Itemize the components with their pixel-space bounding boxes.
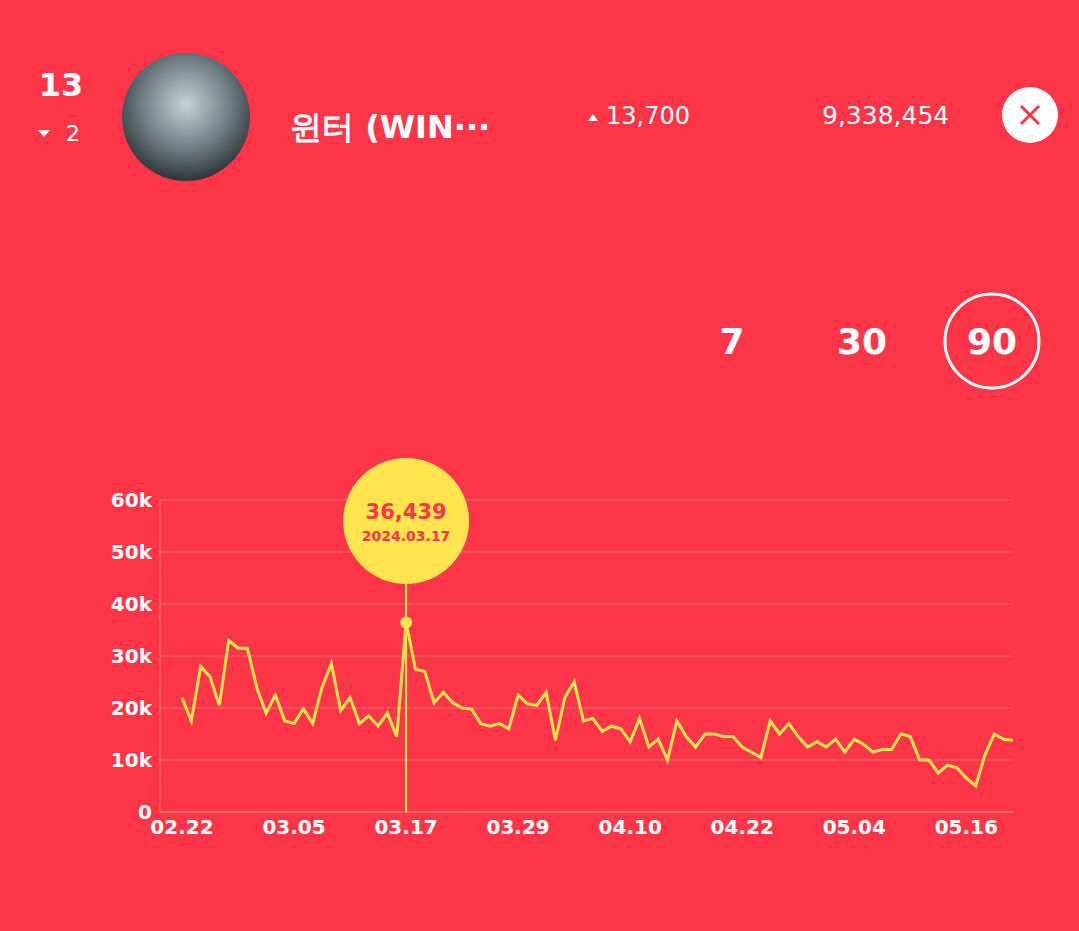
svg-text:2: 2 [66, 121, 80, 146]
svg-text:2024.03.17: 2024.03.17 [362, 528, 451, 544]
svg-text:10k: 10k [111, 748, 153, 772]
svg-text:03.29: 03.29 [487, 815, 550, 839]
svg-text:20k: 20k [111, 696, 153, 720]
svg-text:36,439: 36,439 [366, 500, 447, 524]
svg-text:04.22: 04.22 [711, 815, 774, 839]
svg-text:30: 30 [837, 321, 887, 362]
svg-text:90: 90 [967, 321, 1017, 362]
svg-text:03.17: 03.17 [374, 815, 437, 839]
svg-text:7: 7 [719, 321, 744, 362]
svg-text:40k: 40k [111, 592, 153, 616]
svg-text:03.05: 03.05 [262, 815, 325, 839]
svg-text:9,338,454: 9,338,454 [822, 101, 949, 130]
svg-text:05.04: 05.04 [823, 815, 886, 839]
svg-text:30k: 30k [111, 644, 153, 668]
svg-text:04.10: 04.10 [599, 815, 662, 839]
svg-text:0: 0 [138, 800, 152, 824]
svg-text:13,700: 13,700 [606, 102, 690, 130]
svg-text:02.22: 02.22 [150, 815, 213, 839]
svg-text:60k: 60k [111, 488, 153, 512]
svg-text:윈터 (WIN···: 윈터 (WIN··· [290, 108, 490, 146]
svg-text:50k: 50k [111, 540, 153, 564]
svg-text:13: 13 [39, 66, 84, 104]
svg-text:05.16: 05.16 [935, 815, 998, 839]
